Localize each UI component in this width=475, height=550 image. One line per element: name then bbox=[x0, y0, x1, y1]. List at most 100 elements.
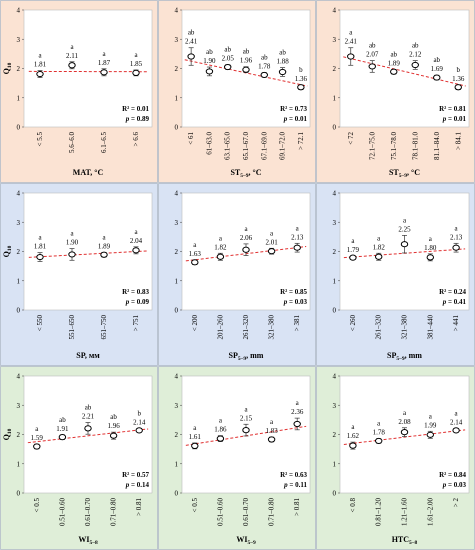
data-label: 1.90 bbox=[203, 57, 216, 65]
significance-letter: a bbox=[70, 43, 74, 51]
data-label: 1.89 bbox=[98, 242, 111, 250]
significance-letter: a bbox=[429, 235, 433, 243]
y-tick-label: 2 bbox=[333, 65, 337, 73]
data-point bbox=[260, 71, 268, 79]
data-label: 1.36 bbox=[295, 75, 308, 83]
data-point bbox=[349, 254, 357, 261]
y-tick-label: 4 bbox=[175, 7, 179, 15]
data-label: 2.04 bbox=[130, 237, 143, 245]
x-axis-label: WI5–8 bbox=[78, 535, 98, 546]
y-tick-label: 2 bbox=[175, 248, 179, 256]
x-tick-label: 63.1–65.0 bbox=[224, 132, 232, 161]
data-point bbox=[368, 63, 376, 70]
data-label: 1.80 bbox=[424, 244, 437, 252]
data-point bbox=[58, 434, 67, 441]
data-label: 1.81 bbox=[34, 61, 47, 69]
x-tick-label: < 72 bbox=[347, 132, 355, 145]
y-tick-label: 1 bbox=[17, 94, 21, 102]
data-label: 1.85 bbox=[130, 60, 143, 68]
r-squared: R² = 0.73 bbox=[280, 105, 307, 113]
data-label: 1.96 bbox=[240, 57, 253, 65]
data-point bbox=[132, 69, 140, 76]
data-point bbox=[68, 62, 76, 69]
data-point bbox=[205, 68, 214, 75]
significance-letter: ab bbox=[188, 29, 195, 37]
data-label: 2.41 bbox=[185, 38, 198, 46]
y-tick-label: 0 bbox=[333, 307, 337, 315]
data-point bbox=[242, 246, 250, 253]
p-value: p = 0.03 bbox=[283, 298, 308, 306]
y-tick-label: 4 bbox=[17, 373, 21, 381]
p-value: p = 0.01 bbox=[283, 115, 308, 123]
r-squared: R² = 0.84 bbox=[439, 471, 466, 479]
significance-letter: a bbox=[270, 418, 274, 426]
significance-letter: a bbox=[351, 423, 355, 431]
x-tick-label: 0.71–0.80 bbox=[110, 498, 118, 527]
y-tick-label: 3 bbox=[333, 402, 337, 410]
x-tick-label: > 84.1 bbox=[454, 132, 462, 150]
data-label: 1.83 bbox=[265, 427, 278, 435]
y-tick-label: 2 bbox=[17, 248, 21, 256]
r-squared: R² = 0.85 bbox=[280, 288, 307, 296]
x-tick-label: 0.51–0.60 bbox=[58, 498, 66, 527]
p-value: p = 0.01 bbox=[442, 115, 467, 123]
data-point bbox=[293, 244, 301, 251]
y-tick-label: 2 bbox=[333, 248, 337, 256]
y-tick-label: 0 bbox=[175, 490, 179, 498]
x-tick-label: 65.1–67.0 bbox=[242, 132, 250, 161]
data-label: 2.07 bbox=[366, 51, 379, 59]
y-tick-label: 3 bbox=[175, 36, 179, 44]
data-point bbox=[267, 248, 276, 255]
y-tick-label: 2 bbox=[175, 431, 179, 439]
r-squared: R² = 0.57 bbox=[122, 471, 149, 479]
x-tick-label: 67.1–69.0 bbox=[260, 132, 268, 161]
data-point bbox=[400, 241, 409, 248]
x-axis-label: ST5–9, °C bbox=[389, 168, 420, 179]
data-point bbox=[426, 431, 434, 438]
x-axis-label: SP, мм bbox=[76, 351, 100, 360]
significance-letter: a bbox=[377, 234, 381, 242]
y-tick-label: 2 bbox=[175, 65, 179, 73]
data-label: 2.21 bbox=[82, 413, 95, 421]
y-tick-label: 4 bbox=[333, 190, 337, 198]
data-label: 2.36 bbox=[291, 408, 304, 416]
significance-letter: ab bbox=[369, 42, 376, 50]
significance-letter: a bbox=[38, 52, 42, 60]
y-tick-label: 3 bbox=[17, 36, 21, 44]
y-tick-label: 3 bbox=[175, 219, 179, 227]
y-axis-label: Q10 bbox=[2, 245, 13, 257]
x-axis-label: SP5–9, mm bbox=[229, 351, 264, 362]
data-label: 2.06 bbox=[240, 234, 253, 242]
y-tick-label: 0 bbox=[175, 124, 179, 132]
y-tick-label: 3 bbox=[17, 219, 21, 227]
significance-letter: a bbox=[219, 234, 223, 242]
x-axis-label: SP5–9, mm bbox=[387, 351, 422, 362]
data-point bbox=[33, 443, 41, 450]
significance-letter: a bbox=[455, 224, 459, 232]
x-axis-label: HTC5–8 bbox=[392, 535, 418, 546]
y-tick-label: 3 bbox=[17, 402, 21, 410]
data-point bbox=[390, 68, 398, 75]
significance-letter: a bbox=[193, 241, 197, 249]
x-tick-label: 0.61–0.70 bbox=[242, 498, 250, 527]
x-tick-label: > 2 bbox=[452, 498, 460, 508]
data-label: 1.81 bbox=[34, 243, 47, 251]
x-tick-label: 61–63.0 bbox=[205, 132, 213, 155]
y-tick-label: 1 bbox=[17, 277, 21, 285]
data-point bbox=[454, 84, 462, 91]
significance-letter: a bbox=[38, 234, 42, 242]
y-tick-label: 1 bbox=[175, 277, 179, 285]
data-label: 2.15 bbox=[240, 414, 253, 422]
data-label: 2.12 bbox=[409, 51, 422, 59]
x-tick-label: 321–380 bbox=[401, 315, 409, 340]
data-label: 1.91 bbox=[56, 425, 69, 433]
p-value: p = 0.03 bbox=[442, 481, 467, 489]
p-value: p = 0.14 bbox=[125, 481, 150, 489]
x-axis-label: ST5–9, °C bbox=[230, 168, 261, 179]
significance-letter: a bbox=[70, 230, 74, 238]
x-tick-label: > 381 bbox=[293, 315, 301, 332]
significance-letter: a bbox=[377, 420, 381, 428]
data-label: 2.41 bbox=[345, 38, 358, 46]
